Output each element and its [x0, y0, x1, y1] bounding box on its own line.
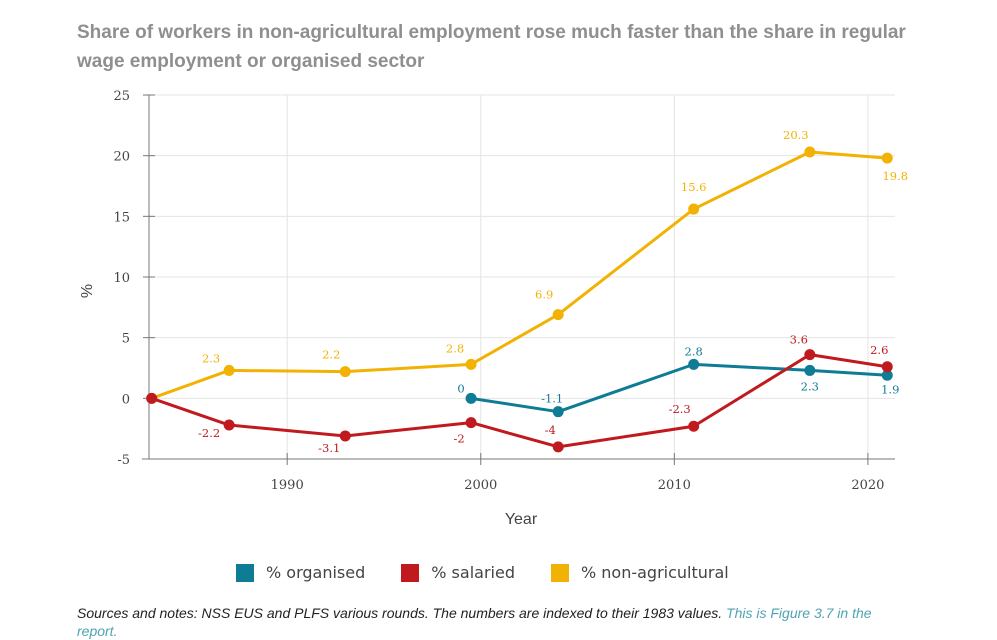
data-label: -3.1	[318, 441, 340, 455]
data-point[interactable]	[804, 364, 816, 376]
legend-label: % non-agricultural	[580, 563, 729, 582]
data-point[interactable]	[339, 430, 351, 442]
data-point[interactable]	[881, 361, 893, 373]
legend-item-organised[interactable]: % organised	[236, 563, 365, 582]
data-point[interactable]	[146, 392, 158, 404]
series-salaried	[146, 349, 893, 453]
data-point[interactable]	[465, 358, 477, 370]
data-point[interactable]	[552, 441, 564, 453]
data-label: 2.2	[322, 348, 340, 362]
data-point[interactable]	[339, 366, 351, 378]
y-tick-label: 15	[113, 210, 130, 225]
data-point[interactable]	[552, 309, 564, 321]
data-labels: 2.3 2.2 2.8 6.9 15.6 20.3 19.8 0 -1.1 2.8 2.3 1.9 -2…	[198, 128, 908, 455]
series-line	[151, 353, 888, 449]
data-label: 2.6	[870, 343, 888, 357]
data-label: -1.1	[541, 392, 563, 406]
data-point[interactable]	[881, 369, 893, 381]
y-tick-label: 0	[122, 392, 130, 407]
data-label: 15.6	[681, 180, 707, 194]
series-line	[151, 150, 888, 400]
x-tick-label: 2000	[464, 478, 497, 493]
data-label: 3.6	[790, 333, 808, 347]
legend: % organised % salaried % non-agricultura…	[236, 563, 765, 582]
legend-swatch	[236, 563, 254, 582]
data-label: -2	[453, 432, 464, 446]
data-label: 20.3	[783, 128, 809, 142]
data-label: 2.3	[202, 351, 220, 365]
data-point[interactable]	[688, 203, 700, 215]
data-label: 2.8	[446, 341, 464, 355]
data-label: -2.3	[669, 402, 691, 416]
series-organised	[465, 358, 893, 418]
data-label: 2.8	[685, 344, 703, 358]
y-tick-label: 10	[113, 271, 130, 286]
figure-link[interactable]: This is Figure 3.7 in the report.	[77, 605, 872, 639]
data-label: 2.3	[801, 379, 819, 393]
data-label: -4	[545, 423, 556, 437]
series-non-agricultural	[146, 146, 893, 404]
data-label: 1.9	[881, 382, 899, 396]
grid	[149, 94, 895, 459]
sources-notes: Sources and notes: NSS EUS and PLFS vari…	[77, 604, 897, 640]
data-point[interactable]	[804, 146, 816, 158]
y-tick-label: -5	[117, 453, 130, 468]
legend-item-non-agricultural[interactable]: % non-agricultural	[550, 563, 729, 582]
x-axis-title: Year	[505, 511, 538, 528]
notes-text: Sources and notes: NSS EUS and PLFS vari…	[77, 605, 727, 621]
data-point[interactable]	[223, 419, 235, 431]
series-lines	[146, 146, 893, 453]
y-tick-label: 20	[113, 150, 130, 165]
x-tick-label: 2020	[851, 478, 884, 493]
data-label: 6.9	[535, 288, 553, 302]
legend-swatch	[550, 563, 569, 582]
y-tick-label: 25	[113, 89, 130, 104]
x-tick-label: 1990	[271, 478, 304, 493]
legend-item-salaried[interactable]: % salaried	[401, 563, 515, 582]
data-point[interactable]	[552, 406, 564, 418]
data-point[interactable]	[804, 349, 816, 361]
legend-swatch	[401, 563, 420, 582]
data-label: 19.8	[882, 169, 908, 183]
data-label: -2.2	[198, 426, 220, 440]
data-point[interactable]	[465, 392, 477, 404]
legend-label: % salaried	[431, 563, 515, 582]
data-label: 0	[457, 381, 464, 395]
y-tick-label: 5	[122, 332, 130, 347]
chart-title: Share of workers in non-agricultural emp…	[77, 22, 906, 72]
x-tick-label: 2010	[658, 478, 691, 493]
data-point[interactable]	[465, 417, 477, 429]
legend-label: % organised	[266, 563, 366, 582]
data-point[interactable]	[688, 420, 700, 432]
data-point[interactable]	[688, 358, 700, 370]
y-axis-title: %	[79, 284, 96, 298]
data-point[interactable]	[223, 364, 235, 376]
data-point[interactable]	[881, 152, 893, 164]
